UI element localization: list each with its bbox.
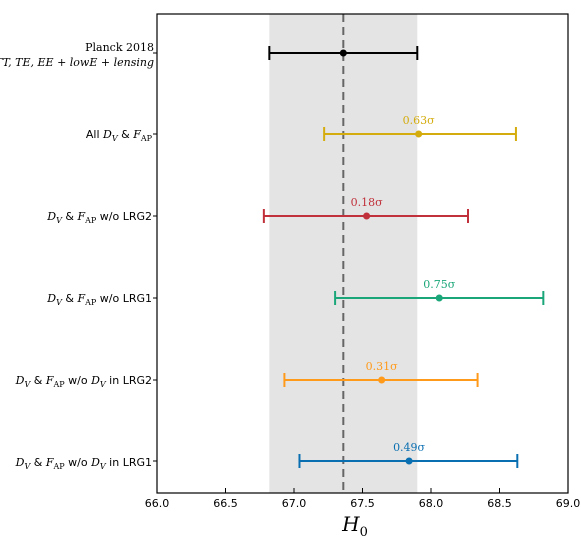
- x-tick-label: 66.0: [145, 497, 170, 510]
- x-tick-label: 68.0: [419, 497, 444, 510]
- sigma-label: 0.75σ: [423, 278, 455, 291]
- error-bars: 0.63σ 0.18σ 0.75σ 0.31σ 0.49σ: [262, 46, 545, 468]
- row-label-wo-lrg2: DV & FAP w/o LRG2: [46, 210, 152, 225]
- central-value-point: [435, 294, 443, 302]
- error-bar-1: 0.63σ: [323, 114, 517, 141]
- y-axis-ticks: [153, 52, 157, 462]
- row-label-planck-line2: TT, TE, EE + lowE + lensing: [0, 56, 154, 69]
- x-tick-label: 66.5: [213, 497, 238, 510]
- central-value-point: [378, 376, 386, 384]
- error-bar-4: 0.31σ: [283, 360, 479, 387]
- sigma-label: 0.63σ: [403, 114, 435, 127]
- error-bar-0: [268, 46, 419, 60]
- sigma-label: 0.49σ: [393, 441, 425, 454]
- row-label-wo-dv-lrg2: DV & FAP w/o DV in LRG2: [15, 374, 152, 389]
- x-tick-label: 67.0: [282, 497, 307, 510]
- row-label-all: All DV & FAP: [86, 128, 153, 143]
- row-label-wo-lrg1: DV & FAP w/o LRG1: [46, 292, 152, 307]
- row-label-wo-dv-lrg1: DV & FAP w/o DV in LRG1: [15, 456, 152, 471]
- error-bar-5: 0.49σ: [298, 441, 519, 468]
- x-axis-title: H0: [341, 512, 368, 540]
- x-tick-label: 67.5: [350, 497, 375, 510]
- sigma-label: 0.31σ: [366, 360, 398, 373]
- x-tick-label: 68.5: [487, 497, 512, 510]
- x-tick-label: 69.0: [556, 497, 581, 510]
- x-axis-ticks: 66.0 66.5 67.0 67.5 68.0 68.5 69.0: [145, 488, 581, 510]
- central-value-point: [363, 212, 371, 220]
- sigma-label: 0.18σ: [351, 196, 383, 209]
- central-value-point: [415, 130, 423, 138]
- central-value-point: [339, 49, 347, 57]
- error-bar-3: 0.75σ: [334, 278, 545, 305]
- row-label-planck-line1: Planck 2018: [85, 41, 154, 54]
- central-value-point: [405, 457, 413, 465]
- row-labels: Planck 2018 TT, TE, EE + lowE + lensing …: [0, 41, 154, 471]
- error-bar-2: 0.18σ: [262, 196, 469, 223]
